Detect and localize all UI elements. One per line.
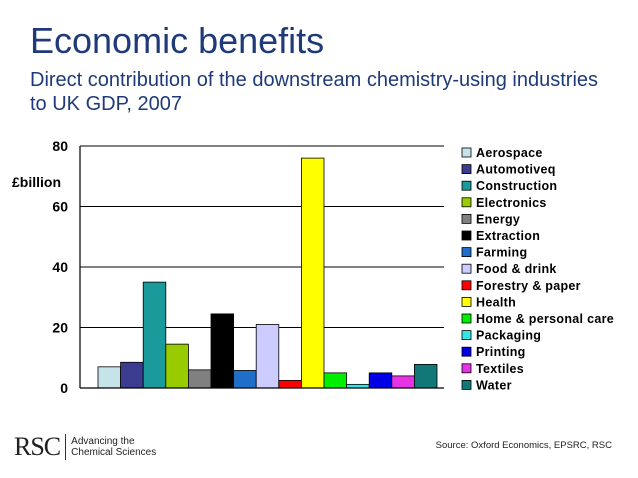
legend-swatch <box>461 363 472 374</box>
y-tick-label: 20 <box>52 320 68 336</box>
rsc-logo: RSC Advancing the Chemical Sciences <box>14 434 161 460</box>
bar-energy <box>187 369 212 389</box>
y-tick-label: 60 <box>52 199 68 215</box>
legend-label: Textiles <box>476 362 524 376</box>
legend-swatch <box>461 313 472 324</box>
legend-label: Home & personal care <box>476 312 614 326</box>
bar-textiles <box>391 375 415 389</box>
legend-label: Food & drink <box>476 262 557 276</box>
legend-swatch <box>461 147 472 158</box>
bar-water <box>413 364 438 389</box>
y-tick-labels: 0 20 40 60 80 <box>52 138 68 396</box>
legend-swatch <box>461 379 472 390</box>
legend-swatch <box>461 296 472 307</box>
source-note: Source: Oxford Economics, EPSRC, RSC <box>435 440 612 451</box>
legend-label: Construction <box>476 179 557 193</box>
y-tick-label: 40 <box>52 259 68 275</box>
legend-swatch <box>461 230 472 241</box>
legend-label: Electronics <box>476 196 547 210</box>
legend-swatch <box>461 263 472 274</box>
bar-farming <box>233 370 257 389</box>
legend-swatch <box>461 247 472 258</box>
slide-subtitle: Direct contribution of the downstream ch… <box>30 69 599 115</box>
bar-food-drink <box>255 324 280 389</box>
legend-label: Health <box>476 295 516 309</box>
bars <box>97 157 438 389</box>
legend-label: Automotiveq <box>476 163 556 177</box>
slide-title: Economic benefits <box>30 20 325 61</box>
legend-label: Forestry & paper <box>476 279 581 293</box>
legend-label: Packaging <box>476 329 541 343</box>
legend: Aerospace Automotiveq Construction Electron… <box>461 146 614 392</box>
legend-swatch <box>461 164 472 175</box>
logo-mark: RSC <box>14 434 67 460</box>
y-tick-label: 0 <box>60 380 68 396</box>
bar-health <box>300 157 325 389</box>
bar-printing <box>368 372 393 389</box>
gridlines <box>80 145 444 328</box>
bar-aerospace <box>97 366 122 389</box>
legend-swatch <box>461 197 472 208</box>
legend-swatch <box>461 180 472 191</box>
y-tick-label: 80 <box>52 138 68 154</box>
y-axis-label: £billion <box>12 174 61 190</box>
bar-home-personal-care <box>323 372 348 389</box>
legend-swatch <box>461 346 472 357</box>
legend-label: Energy <box>476 212 520 226</box>
legend-label: Aerospace <box>476 146 543 160</box>
bar-electronics <box>165 343 189 389</box>
legend-swatch <box>461 280 472 291</box>
legend-swatch <box>461 213 472 224</box>
legend-label: Extraction <box>476 229 540 243</box>
legend-label: Farming <box>476 246 527 260</box>
logo-tagline: Advancing the Chemical Sciences <box>71 436 157 458</box>
legend-label: Water <box>476 378 512 392</box>
bar-extraction <box>210 313 235 389</box>
bar-construction <box>142 281 167 389</box>
bar-forestry-paper <box>278 380 302 389</box>
legend-label: Printing <box>476 345 526 359</box>
axes <box>79 146 444 389</box>
legend-swatch <box>461 330 472 341</box>
bar-automotiveq <box>120 361 144 389</box>
